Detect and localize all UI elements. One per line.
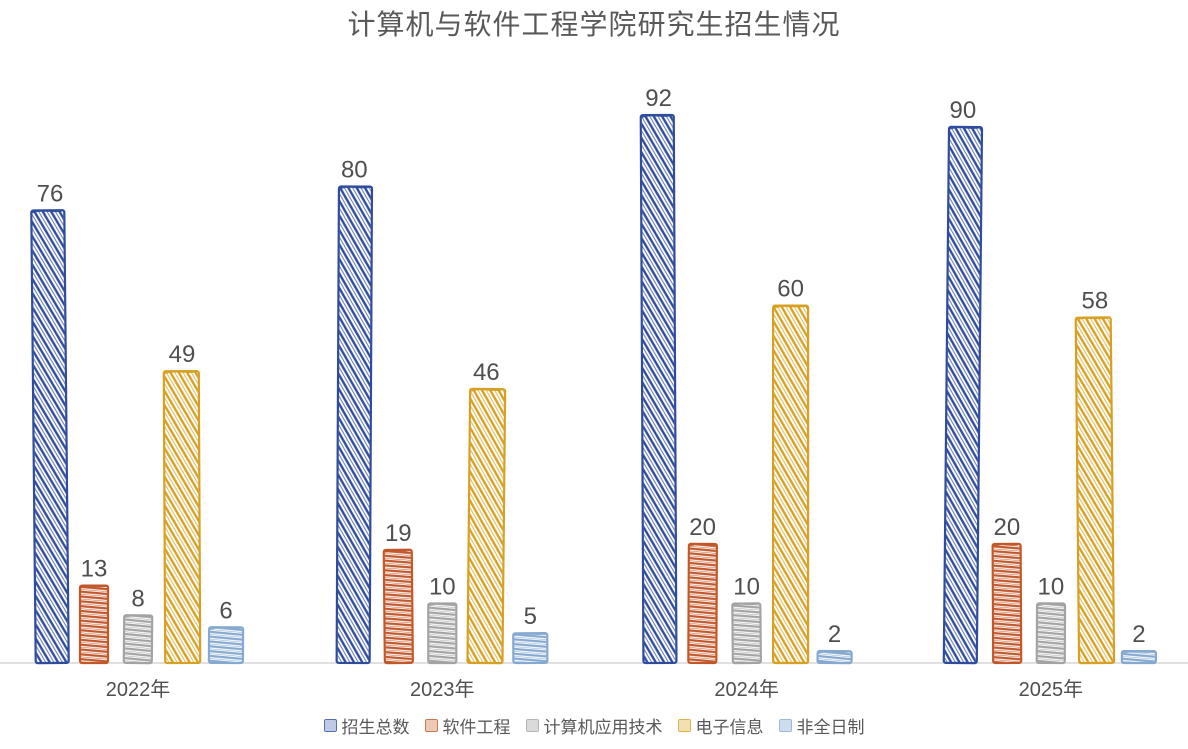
chart-title: 计算机与软件工程学院研究生招生情况: [347, 9, 841, 40]
legend-item-电子信息: 电子信息: [677, 713, 764, 738]
bar-招生总数-2022年: [30, 209, 70, 665]
legend-item-招生总数: 招生总数: [323, 713, 410, 738]
legend-label: 招生总数: [341, 718, 410, 737]
bar-电子信息-2025年: [1074, 316, 1116, 665]
bar-非全日制-2025年: [1120, 649, 1158, 665]
bar-value-label: 92: [645, 85, 672, 112]
bar-非全日制-2024年: [816, 649, 853, 665]
bar-value-label: 5: [524, 603, 537, 630]
legend-swatch-招生总数: [323, 719, 337, 732]
bar-value-label: 10: [429, 573, 456, 600]
legend-label: 计算机应用技术: [543, 718, 663, 737]
legend-label: 非全日制: [796, 718, 865, 737]
bar-招生总数-2024年: [639, 113, 678, 665]
legend-item-软件工程: 软件工程: [424, 713, 511, 738]
bar-value-label: 20: [689, 514, 716, 541]
bar-value-label: 49: [169, 341, 196, 368]
bar-value-label: 10: [1038, 573, 1065, 600]
bar-value-label: 6: [219, 597, 232, 624]
bar-value-label: 13: [81, 556, 108, 583]
legend-item-非全日制: 非全日制: [778, 713, 865, 738]
bar-电子信息-2022年: [162, 369, 202, 665]
bar-value-label: 2: [1132, 621, 1145, 648]
chart-legend: 招生总数 软件工程 计算机应用技术 电子信息 非全日制: [0, 713, 1188, 738]
bar-软件工程-2025年: [991, 542, 1023, 665]
bar-value-label: 2: [828, 621, 841, 648]
bar-value-label: 90: [950, 97, 977, 124]
legend-swatch-计算机应用技术: [525, 719, 539, 732]
bar-value-label: 80: [341, 157, 368, 184]
legend-item-计算机应用技术: 计算机应用技术: [525, 713, 663, 738]
bar-value-label: 8: [131, 585, 144, 612]
bar-非全日制-2023年: [512, 632, 549, 665]
bar-招生总数-2025年: [942, 125, 984, 665]
category-label-2023年: 2023年: [410, 678, 475, 701]
bar-电子信息-2023年: [466, 387, 507, 665]
legend-label: 电子信息: [695, 718, 764, 737]
bar-招生总数-2023年: [335, 185, 374, 665]
bar-value-label: 20: [994, 514, 1021, 541]
bar-计算机应用技术-2023年: [427, 602, 458, 665]
bar-value-label: 76: [37, 180, 64, 207]
bar-value-label: 19: [385, 520, 412, 547]
bar-软件工程-2024年: [687, 542, 718, 665]
category-label-2022年: 2022年: [106, 678, 171, 701]
bar-value-label: 46: [473, 359, 500, 386]
bar-软件工程-2023年: [382, 548, 414, 665]
bar-软件工程-2022年: [78, 584, 110, 665]
legend-swatch-电子信息: [677, 719, 691, 732]
legend-swatch-软件工程: [424, 719, 438, 732]
category-label-2024年: 2024年: [714, 678, 779, 701]
bar-计算机应用技术-2025年: [1035, 602, 1067, 665]
bar-value-label: 58: [1082, 288, 1109, 315]
legend-swatch-非全日制: [778, 719, 792, 732]
bar-计算机应用技术-2024年: [731, 602, 762, 665]
bar-电子信息-2024年: [771, 304, 810, 665]
bar-计算机应用技术-2022年: [122, 614, 154, 665]
bar-value-label: 10: [733, 573, 760, 600]
bar-value-label: 60: [777, 276, 804, 303]
category-label-2025年: 2025年: [1019, 678, 1084, 701]
legend-label: 软件工程: [442, 718, 511, 737]
bar-非全日制-2022年: [207, 626, 245, 665]
